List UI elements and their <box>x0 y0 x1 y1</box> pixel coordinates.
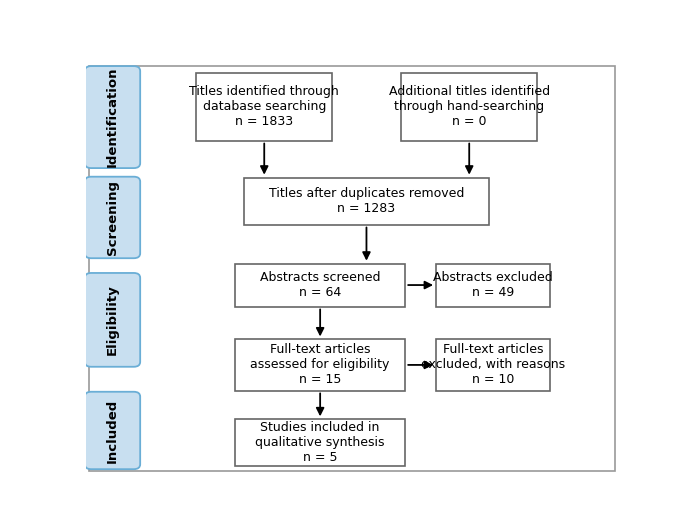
FancyBboxPatch shape <box>85 273 140 367</box>
Text: Studies included in
qualitative synthesis
n = 5: Studies included in qualitative synthesi… <box>256 421 385 464</box>
Text: Titles identified through
database searching
n = 1833: Titles identified through database searc… <box>190 85 339 128</box>
Text: Included: Included <box>106 398 119 463</box>
Text: Eligibility: Eligibility <box>106 285 119 355</box>
FancyBboxPatch shape <box>235 263 405 306</box>
FancyBboxPatch shape <box>235 339 405 390</box>
Text: Abstracts excluded
n = 49: Abstracts excluded n = 49 <box>433 271 553 299</box>
FancyBboxPatch shape <box>436 339 550 390</box>
FancyBboxPatch shape <box>89 66 615 471</box>
FancyBboxPatch shape <box>85 392 140 469</box>
Text: Screening: Screening <box>106 180 119 255</box>
FancyBboxPatch shape <box>85 66 140 168</box>
Text: Titles after duplicates removed
n = 1283: Titles after duplicates removed n = 1283 <box>269 187 464 215</box>
Text: Additional titles identified
through hand-searching
n = 0: Additional titles identified through han… <box>389 85 550 128</box>
FancyBboxPatch shape <box>85 177 140 258</box>
FancyBboxPatch shape <box>196 73 332 140</box>
FancyBboxPatch shape <box>436 263 550 306</box>
FancyBboxPatch shape <box>244 178 489 225</box>
Text: Full-text articles
excluded, with reasons
n = 10: Full-text articles excluded, with reason… <box>421 344 565 386</box>
FancyBboxPatch shape <box>401 73 537 140</box>
Text: Full-text articles
assessed for eligibility
n = 15: Full-text articles assessed for eligibil… <box>251 344 390 386</box>
Text: Identification: Identification <box>106 67 119 168</box>
FancyBboxPatch shape <box>235 419 405 467</box>
Text: Abstracts screened
n = 64: Abstracts screened n = 64 <box>260 271 381 299</box>
